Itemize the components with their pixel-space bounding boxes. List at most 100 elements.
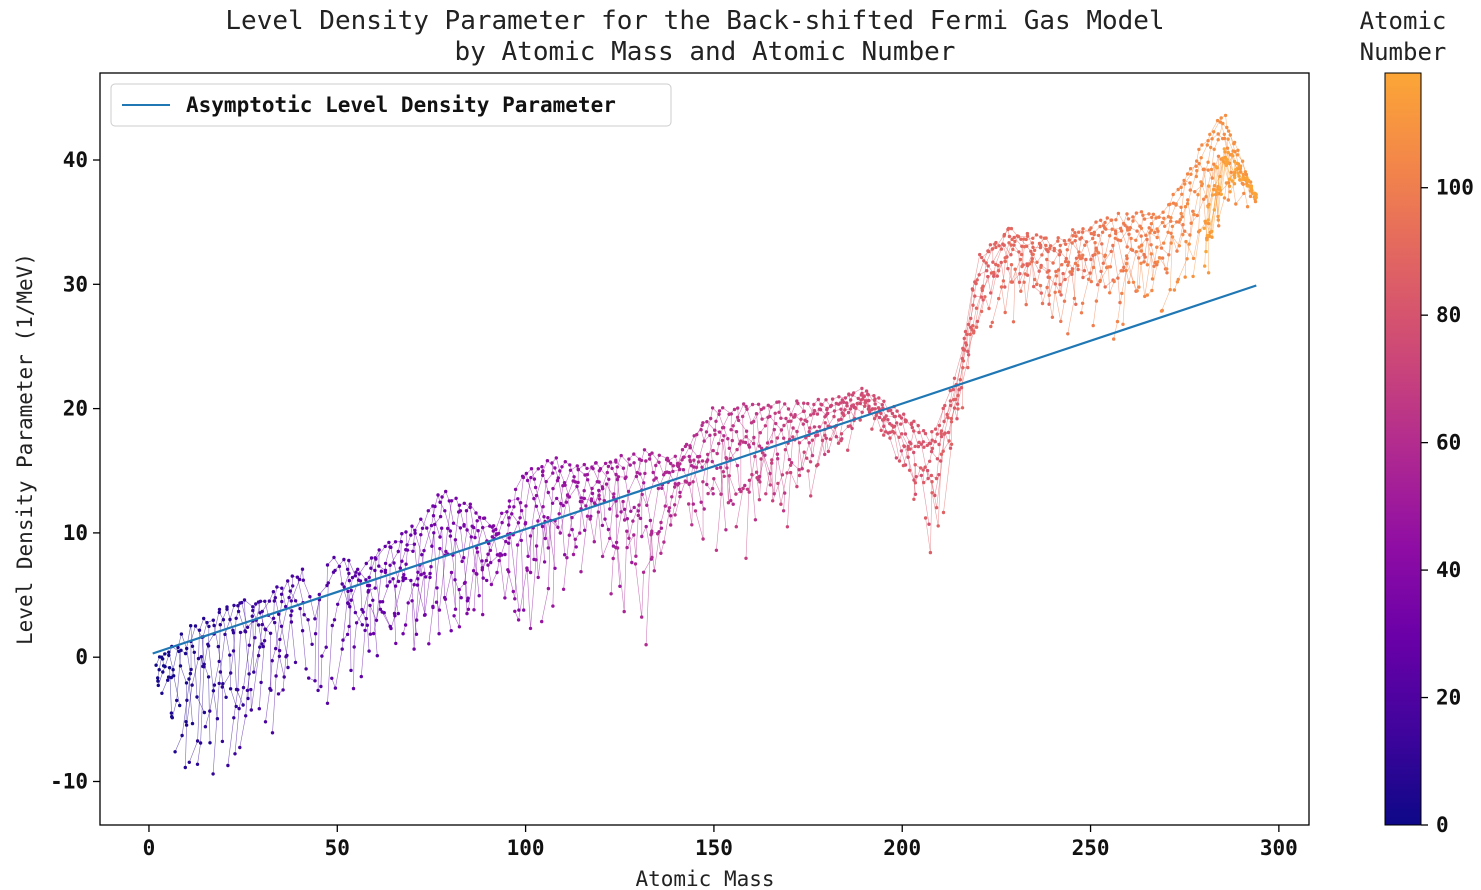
isotope-point	[873, 402, 877, 406]
isotope-point	[1106, 265, 1111, 269]
isotope-point	[721, 406, 725, 410]
isotope-point	[524, 504, 528, 508]
isotope-point	[301, 578, 305, 582]
isotope-point	[480, 559, 484, 563]
isotope-point	[902, 412, 906, 416]
isotope-point	[500, 511, 504, 515]
isotope-point	[259, 680, 263, 685]
isotope-chain-line	[411, 493, 462, 650]
isotope-point	[1212, 162, 1216, 166]
isotope-point	[1188, 167, 1193, 171]
x-tick-label: 0	[143, 836, 156, 860]
isotope-point	[1139, 226, 1144, 230]
isotope-point	[544, 479, 548, 484]
isotope-point	[436, 493, 440, 497]
isotope-point	[721, 470, 725, 474]
isotope-point	[912, 429, 916, 433]
isotope-point	[1214, 188, 1218, 192]
isotope-point	[1191, 209, 1195, 213]
isotope-point	[388, 563, 392, 567]
isotope-point	[507, 541, 511, 545]
isotope-point	[340, 647, 344, 651]
isotope-point	[1216, 132, 1220, 136]
isotope-point	[546, 546, 550, 550]
isotope-point	[345, 567, 350, 571]
isotope-point	[619, 453, 623, 458]
isotope-point	[619, 510, 623, 514]
isotope-point	[990, 320, 994, 325]
isotope-point	[754, 412, 759, 416]
isotope-point	[939, 434, 944, 439]
isotope-point	[639, 458, 644, 463]
isotope-point	[789, 419, 793, 423]
isotope-point	[253, 636, 257, 640]
isotope-point	[364, 578, 368, 582]
isotope-point	[1003, 310, 1007, 315]
isotope-point	[999, 260, 1003, 265]
isotope-point	[724, 457, 729, 461]
isotope-chain-line	[250, 590, 289, 711]
isotope-point	[636, 513, 640, 518]
isotope-point	[274, 674, 278, 678]
isotope-point	[666, 459, 671, 463]
isotope-point	[1039, 235, 1043, 239]
isotope-point	[1096, 251, 1101, 255]
isotope-point	[1001, 279, 1006, 283]
isotope-point	[491, 524, 496, 528]
isotope-point	[404, 562, 408, 566]
isotope-point	[491, 529, 495, 533]
isotope-point	[691, 480, 695, 484]
isotope-point	[913, 463, 917, 467]
isotope-point	[922, 445, 926, 449]
isotope-point	[555, 478, 560, 483]
isotope-point	[325, 583, 329, 588]
isotope-point	[528, 626, 533, 631]
isotope-point	[1018, 272, 1022, 276]
isotope-point	[1077, 250, 1081, 254]
isotope-point	[260, 609, 264, 614]
isotope-point	[156, 683, 160, 688]
isotope-point	[873, 397, 877, 401]
isotope-point	[894, 456, 899, 460]
isotope-point	[783, 491, 787, 495]
isotope-point	[1155, 260, 1160, 264]
isotope-point	[678, 494, 682, 499]
x-tick-label: 50	[325, 836, 350, 860]
isotope-chain-line	[1205, 148, 1257, 252]
isotope-point	[387, 540, 391, 545]
colorbar-tick-label: 40	[1436, 558, 1461, 582]
isotope-point	[506, 568, 510, 572]
isotope-point	[371, 631, 376, 636]
isotope-point	[800, 467, 804, 471]
isotope-point	[207, 624, 211, 629]
isotope-point	[705, 482, 709, 487]
isotope-point	[678, 462, 682, 466]
isotope-point	[1074, 256, 1079, 260]
isotope-point	[764, 492, 768, 496]
isotope-point	[605, 470, 609, 475]
y-axis: -10 0 10 20 30 40	[50, 148, 100, 793]
isotope-point	[727, 446, 731, 450]
isotope-point	[536, 519, 540, 523]
isotope-point	[1235, 153, 1240, 157]
isotope-point	[700, 465, 704, 469]
isotope-point	[1010, 237, 1014, 242]
isotope-point	[937, 473, 941, 477]
isotope-point	[879, 428, 883, 433]
isotope-point	[842, 413, 846, 418]
isotope-point	[1176, 187, 1180, 192]
isotope-point	[1172, 288, 1177, 292]
isotope-point	[1059, 319, 1063, 324]
isotope-point	[286, 665, 290, 670]
isotope-point	[180, 733, 184, 738]
y-tick-label: 40	[63, 148, 88, 172]
isotope-point	[429, 523, 434, 528]
isotope-chain-line	[428, 497, 480, 644]
isotope-point	[726, 501, 731, 505]
isotope-point	[897, 435, 901, 439]
isotope-point	[179, 632, 184, 636]
isotope-point	[286, 579, 290, 583]
isotope-point	[584, 504, 588, 508]
isotope-point	[217, 610, 221, 615]
isotope-point	[627, 536, 631, 540]
